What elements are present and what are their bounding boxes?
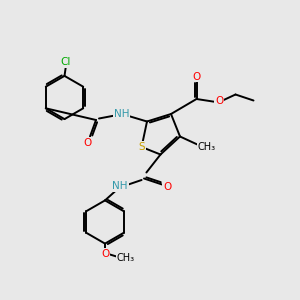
Text: Cl: Cl: [61, 57, 71, 68]
Text: S: S: [138, 142, 145, 152]
Text: NH: NH: [112, 181, 128, 191]
Text: O: O: [215, 95, 223, 106]
Text: CH₃: CH₃: [198, 142, 216, 152]
Text: O: O: [83, 137, 91, 148]
Text: O: O: [163, 182, 171, 193]
Text: NH: NH: [114, 109, 129, 119]
Text: O: O: [101, 249, 109, 259]
Text: O: O: [192, 71, 201, 82]
Text: CH₃: CH₃: [117, 253, 135, 263]
